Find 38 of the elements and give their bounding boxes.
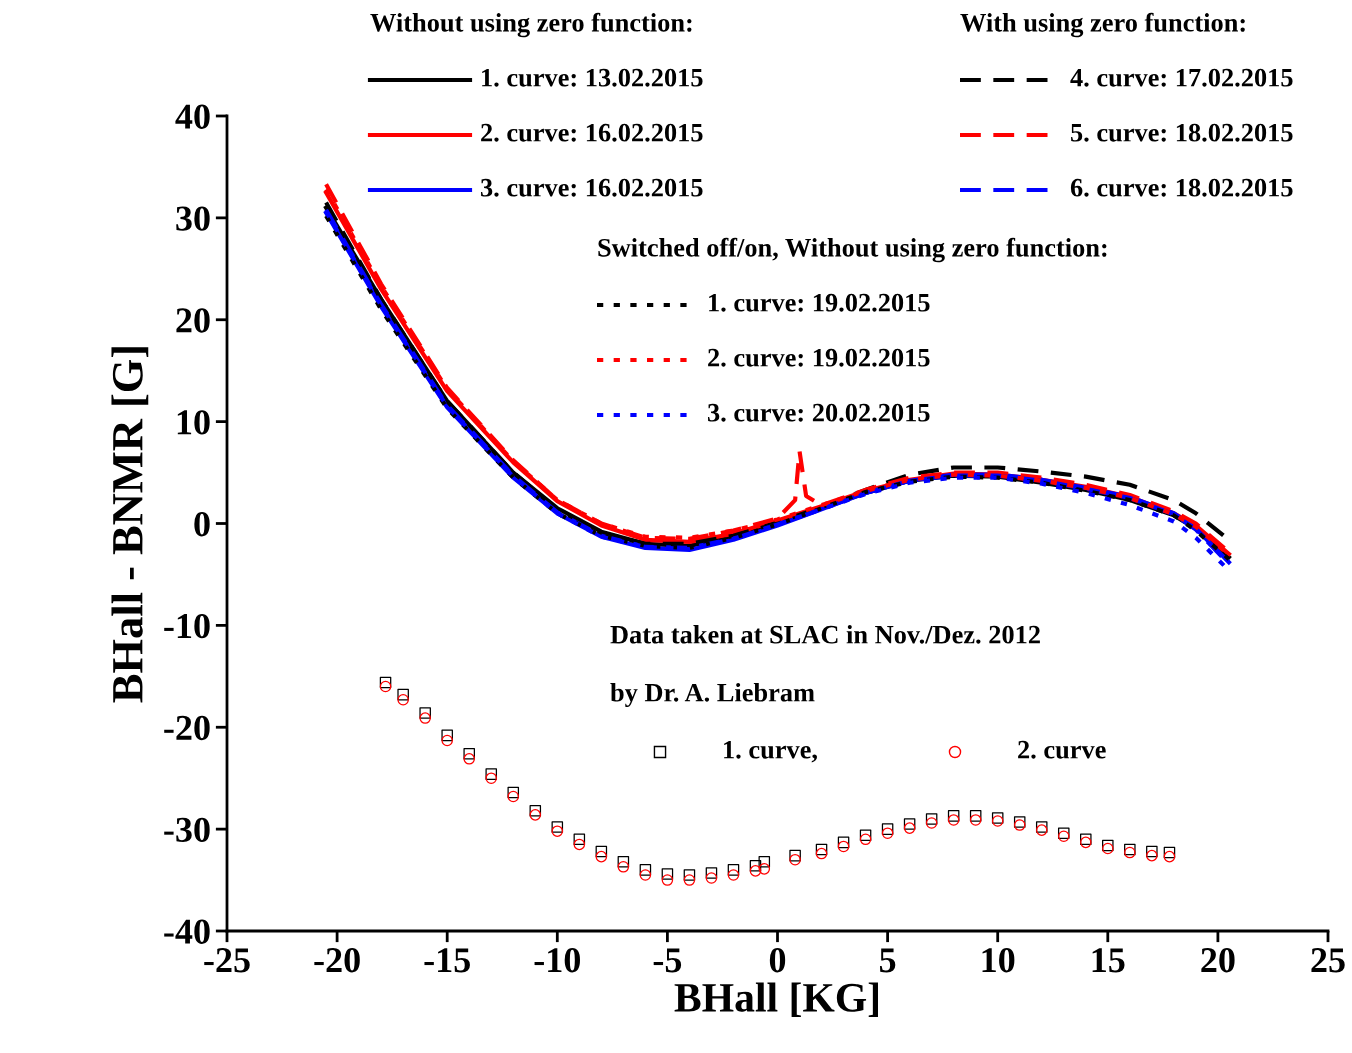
legend-label: 1. curve: 19.02.2015 xyxy=(709,293,930,312)
y-tick-label: 0 xyxy=(194,512,210,537)
annotation: Data taken at SLAC in Nov./Dez. 2012 xyxy=(610,625,1040,644)
y-tick-label: -40 xyxy=(164,919,210,944)
legend-label: 3. curve: 16.02.2015 xyxy=(480,178,703,197)
legend-label: 1. curve, xyxy=(724,740,817,763)
text: Without using zero function: xyxy=(370,12,692,38)
legend-label: 4. curve: 17.02.2015 xyxy=(1070,68,1293,87)
y-axis-title: BHall - BNMR [G] xyxy=(111,347,149,703)
y-tick-label: 10 xyxy=(177,410,210,435)
y-tick-label: -30 xyxy=(164,817,210,843)
legend-label: 6. curve: 18.02.2015 xyxy=(1070,178,1293,197)
annotation: by Dr. A. Liebram xyxy=(610,683,815,707)
x-tick-label: 25 xyxy=(1311,948,1345,973)
legend-label: 3. curve: 20.02.2015 xyxy=(707,403,930,422)
y-tick-label: 30 xyxy=(176,206,210,231)
x-tick-label: -5 xyxy=(653,948,682,973)
x-tick-label: 20 xyxy=(1201,948,1235,973)
x-tick-label: 5 xyxy=(880,948,896,973)
y-tick-label: -10 xyxy=(164,613,210,639)
x-axis-title: BHall [KG] xyxy=(674,982,878,1017)
y-tick-label: 40 xyxy=(175,104,210,129)
y-tick-label: -20 xyxy=(164,715,210,741)
x-tick-label: -15 xyxy=(424,948,470,973)
x-tick-label: -10 xyxy=(534,948,580,973)
legend-label: 2. curve xyxy=(1018,740,1106,759)
legend-label: 2. curve: 19.02.2015 xyxy=(708,348,930,367)
x-tick-label: 0 xyxy=(769,948,786,973)
y-tick-label: 20 xyxy=(176,308,210,333)
x-tick-label: 15 xyxy=(1092,948,1125,973)
text: With using zero function: xyxy=(960,12,1245,38)
legend-label: 2. curve: 16.02.2015 xyxy=(481,123,703,142)
x-tick-label: 10 xyxy=(982,948,1015,973)
x-tick-label: -20 xyxy=(314,948,360,973)
x-tick-label: -25 xyxy=(204,948,250,973)
legend-label: 1. curve: 13.02.2015 xyxy=(482,68,703,87)
annotation: Switched off/on, Without using zero function: xyxy=(598,237,1107,263)
legend-label: 5. curve: 18.02.2015 xyxy=(1071,123,1293,142)
